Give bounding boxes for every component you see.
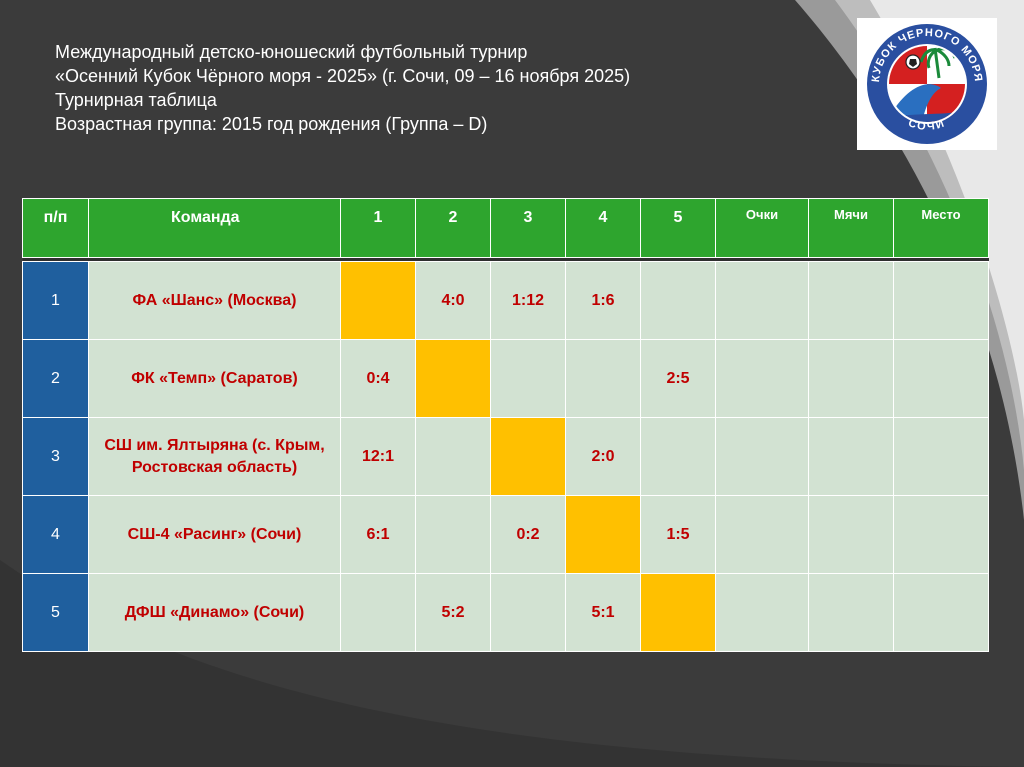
points-cell (715, 573, 809, 652)
title-line-2: «Осенний Кубок Чёрного моря - 2025» (г. … (55, 66, 631, 86)
standings-table-wrapper: п/п Команда 1 2 3 4 5 Очки Мячи Место 1 … (22, 198, 989, 652)
svg-text:СОЧИ: СОЧИ (907, 117, 948, 133)
points-cell (715, 339, 809, 418)
result-cell (490, 339, 566, 418)
goals-cell (808, 417, 894, 496)
team-name: СШ-4 «Расинг» (Сочи) (88, 495, 341, 574)
place-cell (893, 417, 989, 496)
result-cell: 1:5 (640, 495, 716, 574)
diagonal-cell (340, 261, 416, 340)
result-cell: 1:6 (565, 261, 641, 340)
header-goals: Мячи (808, 198, 894, 258)
diagonal-cell (415, 339, 491, 418)
result-cell: 4:0 (415, 261, 491, 340)
table-row: 2 ФК «Темп» (Саратов) 0:4 2:5 (22, 339, 989, 418)
table-row: 3 СШ им. Ялтыряна (с. Крым, Ростовская о… (22, 417, 989, 496)
header-vs-1: 1 (340, 198, 416, 258)
goals-cell (808, 339, 894, 418)
place-cell (893, 573, 989, 652)
header-points: Очки (715, 198, 809, 258)
goals-cell (808, 261, 894, 340)
diagonal-cell (565, 495, 641, 574)
standings-table: п/п Команда 1 2 3 4 5 Очки Мячи Место 1 … (22, 198, 989, 652)
place-cell (893, 339, 989, 418)
tournament-logo: КУБОК ЧЕРНОГО МОРЯ СОЧИ (857, 18, 997, 150)
diagonal-cell (490, 417, 566, 496)
result-cell (415, 417, 491, 496)
points-cell (715, 495, 809, 574)
result-cell: 1:12 (490, 261, 566, 340)
header-vs-2: 2 (415, 198, 491, 258)
title-line-3: Турнирная таблица (55, 90, 217, 110)
header-vs-5: 5 (640, 198, 716, 258)
place-cell (893, 495, 989, 574)
place-cell (893, 261, 989, 340)
header-number: п/п (22, 198, 89, 258)
header-team: Команда (88, 198, 341, 258)
title-line-1: Международный детско-юношеский футбольны… (55, 42, 528, 62)
points-cell (715, 417, 809, 496)
team-name: ФА «Шанс» (Москва) (88, 261, 341, 340)
result-cell (415, 495, 491, 574)
result-cell: 6:1 (340, 495, 416, 574)
result-cell (565, 339, 641, 418)
table-row: 1 ФА «Шанс» (Москва) 4:0 1:12 1:6 (22, 261, 989, 340)
table-row: 4 СШ-4 «Расинг» (Сочи) 6:1 0:2 1:5 (22, 495, 989, 574)
result-cell: 2:0 (565, 417, 641, 496)
result-cell: 2:5 (640, 339, 716, 418)
result-cell (640, 417, 716, 496)
result-cell: 5:2 (415, 573, 491, 652)
title-line-4: Возрастная группа: 2015 год рождения (Гр… (55, 114, 488, 134)
goals-cell (808, 573, 894, 652)
header-vs-3: 3 (490, 198, 566, 258)
result-cell (640, 261, 716, 340)
team-name: ДФШ «Динамо» (Сочи) (88, 573, 341, 652)
cup-logo-icon: КУБОК ЧЕРНОГО МОРЯ СОЧИ (865, 22, 989, 146)
result-cell (490, 573, 566, 652)
team-name: СШ им. Ялтыряна (с. Крым, Ростовская обл… (88, 417, 341, 496)
table-header-row: п/п Команда 1 2 3 4 5 Очки Мячи Место (22, 198, 989, 258)
result-cell: 0:2 (490, 495, 566, 574)
row-number: 4 (22, 495, 89, 574)
result-cell: 12:1 (340, 417, 416, 496)
team-name: ФК «Темп» (Саратов) (88, 339, 341, 418)
header-vs-4: 4 (565, 198, 641, 258)
row-number: 5 (22, 573, 89, 652)
title-block: Международный детско-юношеский футбольны… (55, 40, 815, 136)
row-number: 2 (22, 339, 89, 418)
result-cell (340, 573, 416, 652)
result-cell: 0:4 (340, 339, 416, 418)
row-number: 1 (22, 261, 89, 340)
table-row: 5 ДФШ «Динамо» (Сочи) 5:2 5:1 (22, 573, 989, 652)
row-number: 3 (22, 417, 89, 496)
goals-cell (808, 495, 894, 574)
result-cell: 5:1 (565, 573, 641, 652)
points-cell (715, 261, 809, 340)
header-place: Место (893, 198, 989, 258)
diagonal-cell (640, 573, 716, 652)
